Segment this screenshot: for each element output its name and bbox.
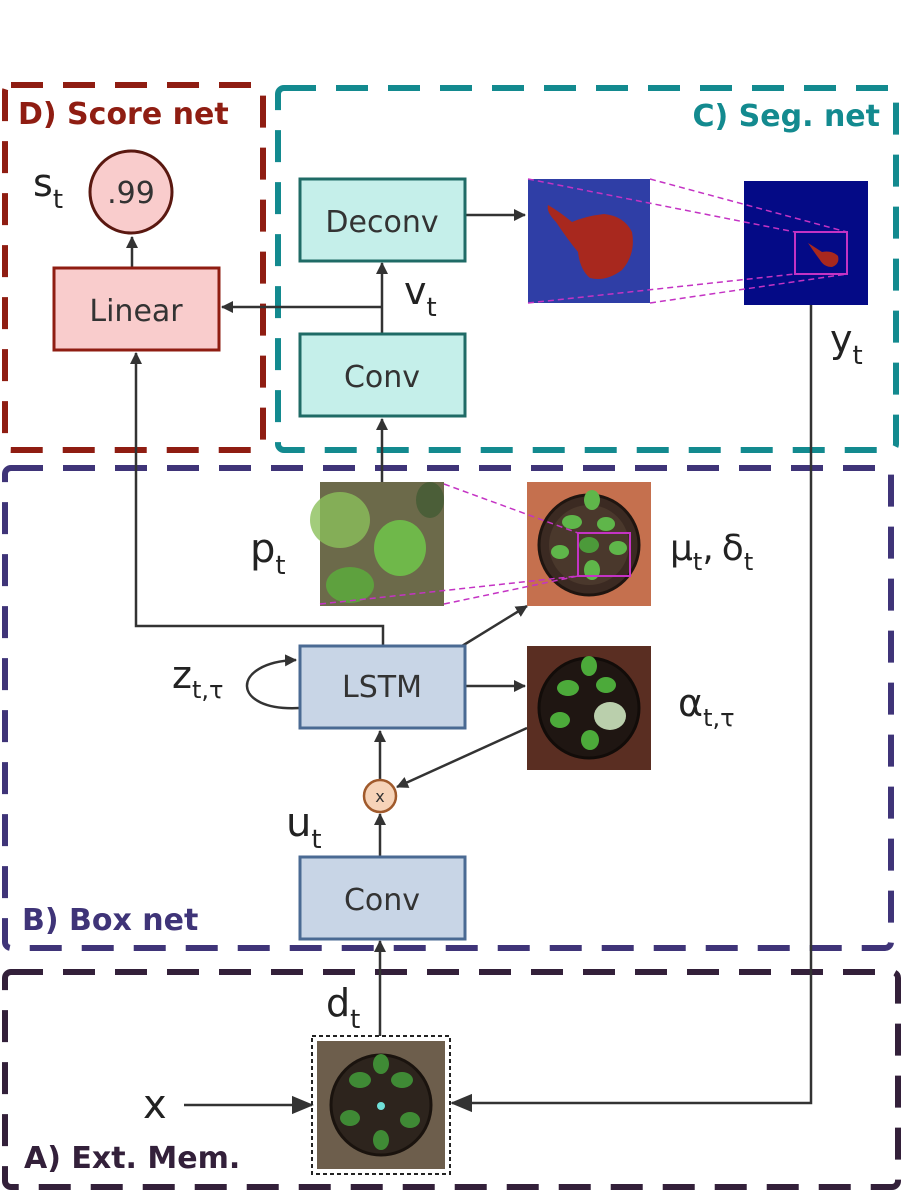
symbol-alpha: αt,τ [678,681,735,732]
lstm-box: LSTM [298,644,467,730]
memory-image [311,1035,451,1175]
yt-to-memory-arrow [450,305,813,1113]
score-circle: .99 [88,149,174,235]
deconv-box: Deconv [298,177,467,263]
attention-to-multiply-arrow [396,726,528,789]
linear-box: Linear [52,266,221,352]
symbol-p: pt [250,526,286,581]
seg-net-label: C) Seg. net [693,99,881,134]
seg-net-region [275,85,899,453]
box-net-label: B) Box net [22,903,198,938]
multiply-node: x [362,778,398,814]
symbol-s: st [33,161,63,215]
box-net-region [2,465,894,951]
symbol-x: x [143,1082,167,1128]
symbol-mu-delta: μt, δt [670,528,753,576]
score-value: .99 [107,176,155,211]
deconv-label: Deconv [325,205,438,240]
lstm-recurrence-loop [245,654,301,710]
symbol-y: yt [830,317,863,371]
ext-mem-label: A) Ext. Mem. [24,1141,240,1176]
lstm-to-linear-arrow [130,352,385,646]
multiply-symbol: x [375,787,384,806]
score-net-label: D) Score net [18,97,229,132]
conv-seg-label: Conv [344,360,420,395]
ext-mem-region [2,969,901,1190]
symbol-z: zt,τ [172,653,223,704]
conv-seg-box: Conv [298,332,467,418]
symbol-v: vt [404,269,437,323]
seg-zoom-lines [527,178,848,304]
conv-box-box: Conv [298,855,467,941]
conv-box-label: Conv [344,883,420,918]
box-plant-image [527,482,651,606]
patch-image [310,482,444,606]
attention-image [527,646,651,770]
symbol-d: dt [326,981,360,1035]
lstm-label: LSTM [342,670,422,705]
score-net-region [2,82,266,453]
box-zoom-lines [319,483,579,605]
linear-label: Linear [89,294,183,329]
lstm-to-box-arrow [461,604,528,648]
symbol-u: ut [286,800,322,855]
segmentation-mask-image [744,181,868,305]
segmentation-zoom-image [528,179,650,303]
